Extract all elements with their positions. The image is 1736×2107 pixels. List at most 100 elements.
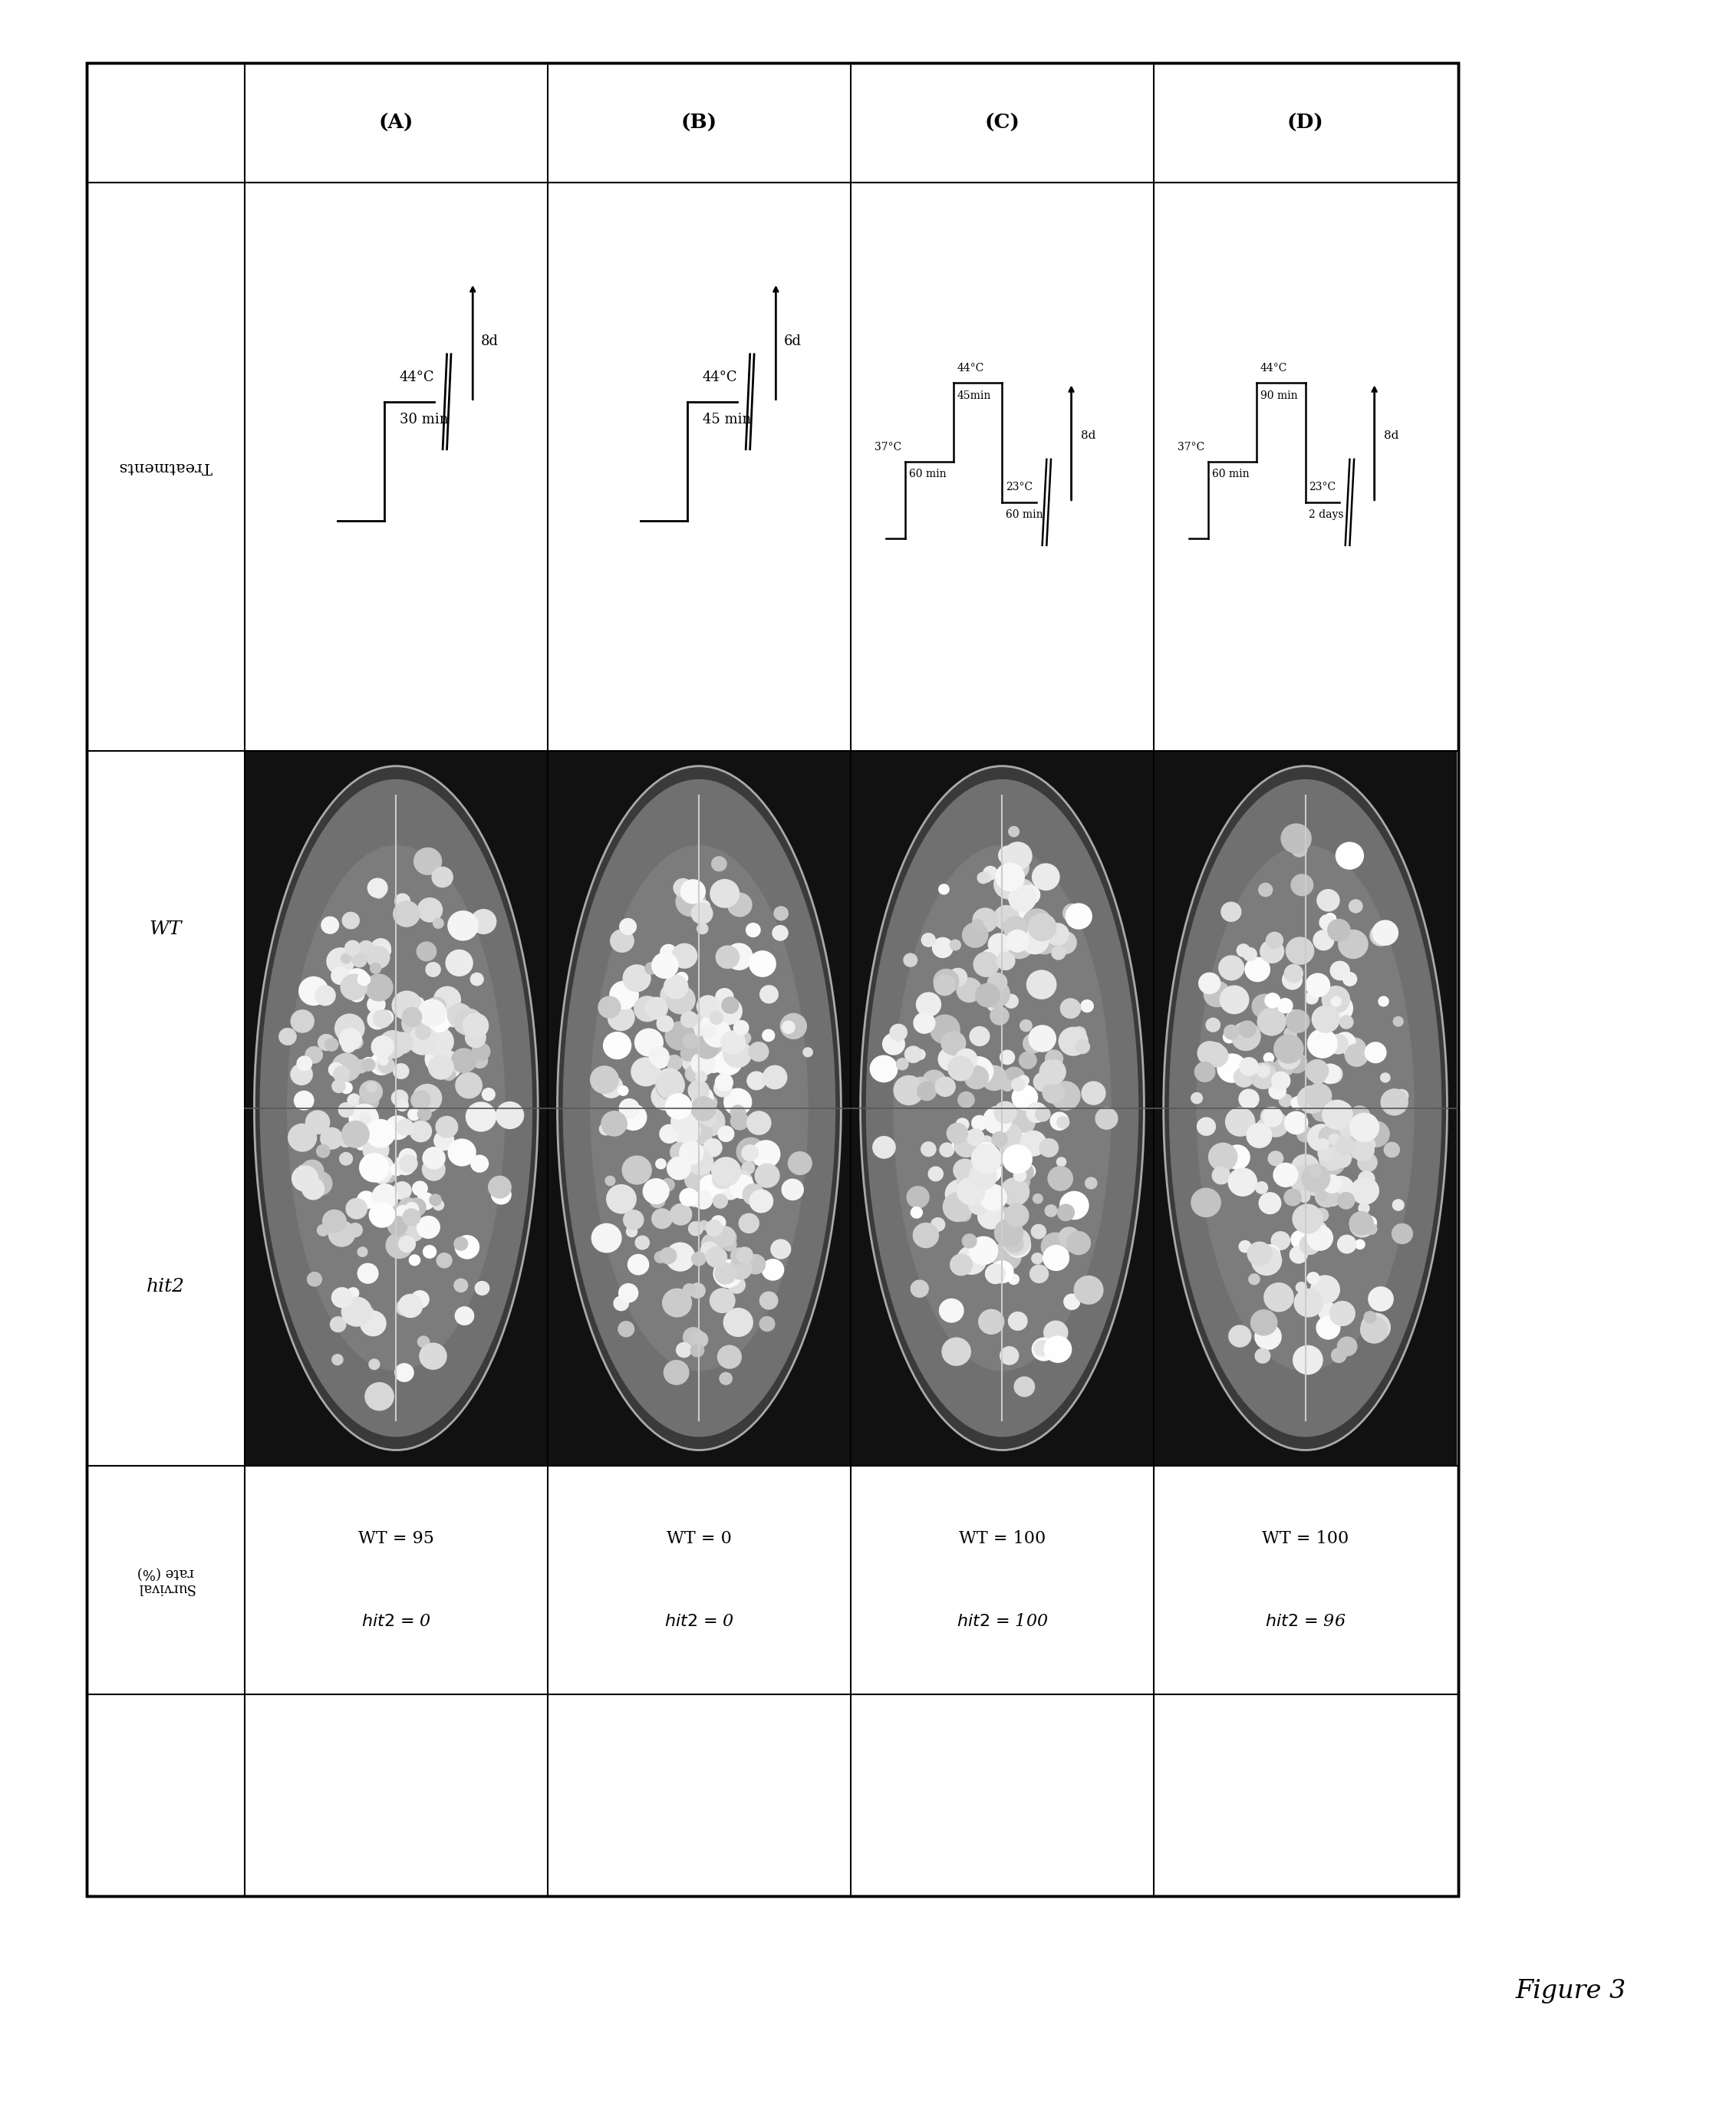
Ellipse shape <box>689 1283 705 1298</box>
Ellipse shape <box>601 1110 627 1136</box>
Ellipse shape <box>722 1237 738 1252</box>
Ellipse shape <box>741 1161 755 1174</box>
Bar <box>87 63 1458 1896</box>
Ellipse shape <box>351 1104 378 1129</box>
Ellipse shape <box>1330 997 1342 1007</box>
Ellipse shape <box>681 1045 696 1062</box>
Ellipse shape <box>1042 1081 1064 1104</box>
Ellipse shape <box>1368 1287 1394 1311</box>
Ellipse shape <box>715 946 740 969</box>
Ellipse shape <box>970 1115 988 1131</box>
Ellipse shape <box>359 1091 378 1110</box>
Ellipse shape <box>1255 1182 1269 1195</box>
Ellipse shape <box>1286 1009 1305 1028</box>
Ellipse shape <box>1307 1273 1319 1285</box>
Ellipse shape <box>1191 1091 1203 1104</box>
Ellipse shape <box>391 1163 403 1176</box>
Ellipse shape <box>418 999 446 1026</box>
Ellipse shape <box>328 1220 356 1247</box>
Ellipse shape <box>953 1131 979 1157</box>
Ellipse shape <box>991 1131 1009 1146</box>
Ellipse shape <box>687 1222 703 1237</box>
Ellipse shape <box>892 845 1111 1372</box>
Ellipse shape <box>1233 1026 1248 1041</box>
Ellipse shape <box>1342 971 1358 986</box>
Ellipse shape <box>465 1028 486 1047</box>
Ellipse shape <box>354 1060 368 1072</box>
Ellipse shape <box>913 1049 925 1060</box>
Ellipse shape <box>453 1279 469 1292</box>
Ellipse shape <box>1000 1178 1029 1205</box>
Ellipse shape <box>609 929 634 952</box>
Ellipse shape <box>417 942 437 961</box>
Ellipse shape <box>988 973 1007 992</box>
Ellipse shape <box>974 952 1000 978</box>
Ellipse shape <box>352 952 366 967</box>
Ellipse shape <box>755 1163 779 1188</box>
Ellipse shape <box>347 1096 358 1106</box>
Ellipse shape <box>286 845 505 1372</box>
Ellipse shape <box>771 1239 792 1260</box>
Ellipse shape <box>349 984 365 999</box>
Ellipse shape <box>1024 1037 1036 1049</box>
Ellipse shape <box>984 1264 1007 1283</box>
Bar <box>245 750 1457 1466</box>
Ellipse shape <box>1219 986 1250 1013</box>
Ellipse shape <box>687 1150 713 1176</box>
Ellipse shape <box>703 1020 731 1047</box>
Ellipse shape <box>1262 1106 1283 1127</box>
Ellipse shape <box>701 1233 724 1256</box>
Ellipse shape <box>993 906 1019 931</box>
Ellipse shape <box>651 1083 681 1110</box>
Ellipse shape <box>672 1159 689 1174</box>
Ellipse shape <box>1361 1313 1391 1342</box>
Ellipse shape <box>1236 944 1250 957</box>
Ellipse shape <box>963 1066 990 1089</box>
Ellipse shape <box>1033 1340 1050 1357</box>
Ellipse shape <box>988 933 1010 957</box>
Ellipse shape <box>417 1216 441 1239</box>
Ellipse shape <box>623 965 651 992</box>
Ellipse shape <box>359 1153 389 1182</box>
Ellipse shape <box>410 1089 431 1110</box>
Ellipse shape <box>332 967 349 984</box>
Ellipse shape <box>462 1013 490 1039</box>
Ellipse shape <box>1283 1188 1302 1205</box>
Text: 60 min: 60 min <box>908 470 946 480</box>
Text: WT = 95: WT = 95 <box>358 1530 434 1547</box>
Ellipse shape <box>347 1222 363 1237</box>
Ellipse shape <box>948 1056 974 1081</box>
Ellipse shape <box>724 1308 753 1338</box>
Ellipse shape <box>1274 1043 1295 1062</box>
Ellipse shape <box>1016 1176 1029 1188</box>
Ellipse shape <box>330 1317 347 1332</box>
Ellipse shape <box>394 1363 415 1382</box>
Ellipse shape <box>1227 1167 1257 1197</box>
Ellipse shape <box>957 978 983 1003</box>
Ellipse shape <box>391 1089 408 1106</box>
Ellipse shape <box>453 1237 469 1252</box>
Ellipse shape <box>762 1028 774 1041</box>
Ellipse shape <box>726 944 753 971</box>
Ellipse shape <box>1000 1134 1028 1161</box>
Ellipse shape <box>1163 767 1448 1450</box>
Text: $hit2$ = 0: $hit2$ = 0 <box>665 1612 734 1631</box>
Ellipse shape <box>906 1186 929 1209</box>
Ellipse shape <box>717 1125 734 1142</box>
Ellipse shape <box>1085 1178 1097 1188</box>
Ellipse shape <box>651 999 663 1011</box>
Ellipse shape <box>1009 826 1019 836</box>
Ellipse shape <box>1311 1070 1326 1085</box>
Ellipse shape <box>927 1165 944 1182</box>
Ellipse shape <box>701 1112 717 1127</box>
Ellipse shape <box>715 1072 733 1091</box>
Ellipse shape <box>1231 1022 1260 1051</box>
Ellipse shape <box>1314 1207 1328 1222</box>
Ellipse shape <box>1196 845 1415 1372</box>
Ellipse shape <box>1055 1157 1066 1167</box>
Ellipse shape <box>618 1321 635 1338</box>
Ellipse shape <box>1264 1051 1274 1064</box>
Ellipse shape <box>656 1070 686 1100</box>
Ellipse shape <box>307 1171 333 1197</box>
Ellipse shape <box>686 1144 712 1169</box>
